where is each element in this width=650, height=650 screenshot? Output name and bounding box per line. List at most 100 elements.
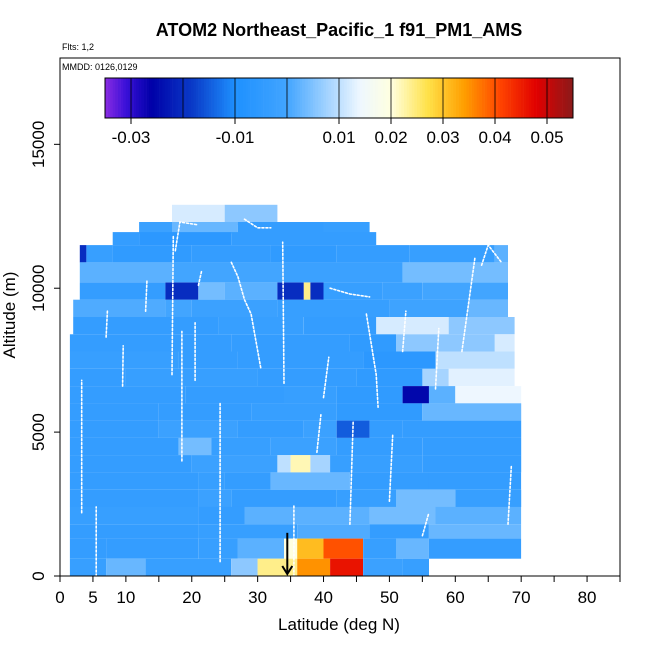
colorbar-segment <box>224 78 228 118</box>
heatmap-cell <box>270 437 337 456</box>
heatmap-cell <box>79 282 166 300</box>
heatmap-cell <box>402 386 429 404</box>
heatmap-cell <box>435 351 515 369</box>
flight-profile-line <box>121 344 124 387</box>
colorbar-segment <box>331 78 335 118</box>
colorbar-segment <box>180 78 184 118</box>
x-tick-label: 5 <box>88 588 97 607</box>
colorbar-segment <box>469 78 472 118</box>
colorbar-segment <box>227 78 231 118</box>
colorbar-segment <box>476 78 480 118</box>
colorbar-segment <box>279 78 283 118</box>
colorbar-segment <box>393 78 397 118</box>
colorbar-segment <box>492 78 496 118</box>
heatmap-cell <box>369 506 436 525</box>
colorbar-segment <box>209 78 212 118</box>
colorbar-segment <box>489 78 493 118</box>
heatmap-cell <box>336 437 423 456</box>
flight-profile-line <box>171 235 175 376</box>
x-axis-label: Latitude (deg N) <box>278 615 400 634</box>
heatmap-cell <box>237 351 364 369</box>
heatmap-cell <box>448 317 515 335</box>
colorbar-segment <box>456 78 459 118</box>
colorbar-segment <box>440 78 444 118</box>
heatmap-cell <box>297 558 331 576</box>
colorbar-segment <box>235 78 238 118</box>
colorbar-segment <box>505 78 509 118</box>
colorbar-segment <box>170 78 173 118</box>
colorbar-segment <box>115 78 119 118</box>
heatmap-cell <box>369 420 403 438</box>
colorbar-segment <box>534 78 537 118</box>
colorbar-segment <box>112 78 116 118</box>
colorbar-segment <box>401 78 405 118</box>
heatmap-cell <box>363 558 403 576</box>
colorbar-segment <box>554 78 558 118</box>
heatmap-cell <box>73 299 166 317</box>
colorbar-segment <box>479 78 483 118</box>
heatmap-cell <box>277 299 390 317</box>
chart-title: ATOM2 Northeast_Pacific_1 f91_PM1_AMS <box>156 20 522 40</box>
colorbar: -0.03 -0.01 0.01 0.02 0.03 0.04 0.05 <box>104 77 574 147</box>
x-tick-label: 30 <box>248 588 267 607</box>
x-tick-label: 10 <box>116 588 135 607</box>
colorbar-segment <box>284 78 288 118</box>
heatmap-cell <box>369 524 429 539</box>
colorbar-segment <box>149 78 153 118</box>
colorbar-segment <box>198 78 202 118</box>
heatmap-cell <box>191 245 271 263</box>
colorbar-segment <box>463 78 467 118</box>
flight-profiles <box>80 218 513 577</box>
colorbar-segment <box>362 78 366 118</box>
colorbar-segment <box>346 78 350 118</box>
heatmap-cell <box>191 455 278 473</box>
colorbar-segment <box>105 78 108 118</box>
heatmap-cell <box>224 204 278 225</box>
heatmap-cell <box>284 262 403 283</box>
colorbar-segment <box>518 78 522 118</box>
colorbar-segment <box>245 78 249 118</box>
colorbar-segment <box>570 78 574 118</box>
heatmap-cell <box>330 455 423 473</box>
heatmap-cell <box>422 437 522 456</box>
heatmap-cell <box>323 222 370 234</box>
colorbar-tick-label: 0.02 <box>374 128 407 147</box>
flight-profile-line <box>174 221 200 252</box>
colorbar-segment <box>326 78 329 118</box>
colorbar-segment <box>146 78 150 118</box>
colorbar-segment <box>300 78 303 118</box>
heatmap-cell <box>172 204 225 225</box>
heatmap-cell <box>106 538 199 559</box>
heatmap-cell <box>172 262 284 283</box>
heatmap-cells <box>69 204 522 576</box>
colorbar-segment <box>385 78 389 118</box>
flight-profile-line <box>365 313 380 410</box>
heatmap-cell <box>396 538 429 559</box>
colorbar-segment <box>424 78 428 118</box>
colorbar-segment <box>349 78 353 118</box>
flight-profile-line <box>230 261 262 370</box>
heatmap-cell <box>422 403 522 421</box>
colorbar-segment <box>222 78 225 118</box>
colorbar-segment <box>193 78 197 118</box>
heatmap-cell <box>79 245 87 263</box>
heatmap-cell <box>376 317 449 335</box>
heatmap-cell <box>69 403 159 421</box>
colorbar-segment <box>528 78 532 118</box>
colorbar-segment <box>427 78 431 118</box>
colorbar-segment <box>414 78 418 118</box>
colorbar-segment <box>526 78 530 118</box>
heatmap-cell <box>277 455 291 473</box>
colorbar-segment <box>328 78 332 118</box>
x-tick-label: 70 <box>512 588 531 607</box>
colorbar-segment <box>274 78 277 118</box>
colorbar-segment <box>474 78 478 118</box>
colorbar-segment <box>531 78 535 118</box>
heatmap-cell <box>270 472 350 490</box>
colorbar-segment <box>513 78 517 118</box>
heatmap-cell <box>363 538 396 559</box>
heatmap-cell <box>422 282 508 300</box>
colorbar-segment <box>409 78 413 118</box>
colorbar-segment <box>281 78 285 118</box>
colorbar-segment <box>417 78 420 118</box>
